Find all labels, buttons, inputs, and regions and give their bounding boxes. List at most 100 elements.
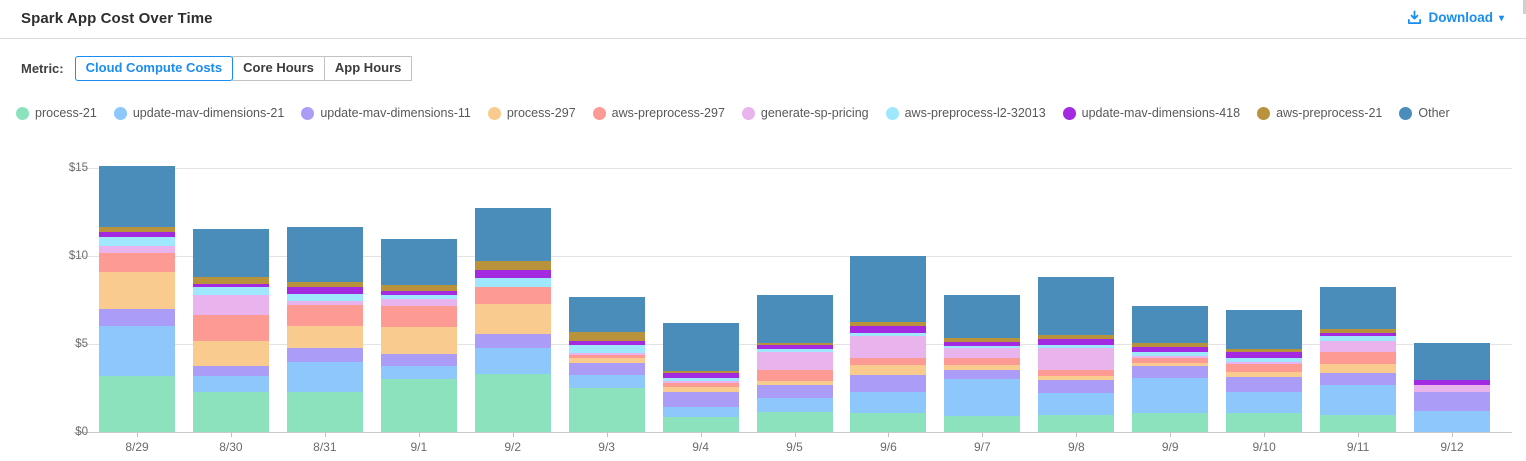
bar-segment-aws-preprocess-297[interactable] [99, 253, 175, 272]
bar-segment-generate-sp-pricing[interactable] [568, 352, 645, 355]
bar-segment-update-mav-dimensions-418[interactable] [944, 342, 1021, 346]
bar-segment-update-mav-dimensions-21[interactable] [944, 379, 1021, 417]
bar-segment-aws-preprocess-297[interactable] [1226, 364, 1303, 373]
bar-segment-other[interactable] [99, 166, 175, 228]
bar-segment-other[interactable] [192, 228, 269, 278]
bar-segment-aws-preprocess-l2-32013[interactable] [568, 344, 645, 353]
bar-segment-process-297[interactable] [192, 341, 269, 367]
bar-segment-aws-preprocess-297[interactable] [380, 306, 457, 328]
bar-segment-other[interactable] [1226, 309, 1303, 350]
bar-segment-aws-preprocess-21[interactable] [380, 285, 457, 292]
bar-segment-aws-preprocess-21[interactable] [1038, 335, 1115, 339]
bar-segment-process-297[interactable] [944, 365, 1021, 371]
bar-segment-other[interactable] [286, 227, 363, 282]
bar-segment-process-297[interactable] [1132, 363, 1209, 367]
bar-segment-update-mav-dimensions-21[interactable] [850, 392, 927, 413]
bar-segment-process-297[interactable] [662, 387, 739, 392]
bar-segment-process-21[interactable] [756, 411, 833, 432]
legend-item-aws-preprocess-297[interactable]: aws-preprocess-297 [592, 106, 725, 120]
legend-item-aws-preprocess-l2-32013[interactable]: aws-preprocess-l2-32013 [885, 106, 1046, 120]
bar-segment-aws-preprocess-21[interactable] [192, 277, 269, 285]
bar-segment-process-297[interactable] [1038, 375, 1115, 381]
bar-segment-other[interactable] [380, 239, 457, 286]
bar-segment-process-21[interactable] [850, 412, 927, 432]
bar-segment-update-mav-dimensions-11[interactable] [944, 370, 1021, 380]
bar-segment-update-mav-dimensions-11[interactable] [1414, 392, 1490, 411]
bar-segment-process-297[interactable] [756, 380, 833, 385]
bar-segment-update-mav-dimensions-11[interactable] [662, 391, 739, 407]
bar-segment-aws-preprocess-297[interactable] [286, 305, 363, 327]
bar-segment-aws-preprocess-l2-32013[interactable] [944, 345, 1021, 349]
bar-segment-process-21[interactable] [1226, 412, 1303, 432]
bar-segment-generate-sp-pricing[interactable] [1132, 355, 1209, 359]
legend-item-other[interactable]: Other [1399, 106, 1450, 120]
bar-segment-update-mav-dimensions-418[interactable] [1132, 346, 1209, 352]
bar-segment-process-21[interactable] [1320, 415, 1397, 432]
bar-segment-other[interactable] [1414, 343, 1490, 381]
bar-segment-other[interactable] [850, 256, 927, 323]
bar-segment-process-297[interactable] [1226, 372, 1303, 378]
bar-segment-process-297[interactable] [850, 365, 927, 375]
bar-segment-aws-preprocess-21[interactable] [850, 322, 927, 326]
bar-segment-aws-preprocess-21[interactable] [1320, 329, 1397, 333]
bar-segment-generate-sp-pricing[interactable] [192, 294, 269, 316]
bar-segment-process-297[interactable] [286, 326, 363, 348]
bar-segment-update-mav-dimensions-21[interactable] [1320, 385, 1397, 416]
bar-segment-aws-preprocess-297[interactable] [1038, 370, 1115, 376]
bar-segment-aws-preprocess-297[interactable] [568, 354, 645, 359]
bar-segment-update-mav-dimensions-21[interactable] [756, 397, 833, 412]
bar-segment-update-mav-dimensions-21[interactable] [99, 326, 175, 376]
bar-segment-aws-preprocess-21[interactable] [1132, 343, 1209, 347]
bar-segment-aws-preprocess-297[interactable] [850, 358, 927, 366]
bar-segment-update-mav-dimensions-418[interactable] [1226, 351, 1303, 359]
legend-item-update-mav-dimensions-418[interactable]: update-mav-dimensions-418 [1062, 106, 1240, 120]
bar-segment-update-mav-dimensions-418[interactable] [192, 284, 269, 287]
bar-segment-aws-preprocess-297[interactable] [1132, 358, 1209, 364]
bar-segment-update-mav-dimensions-21[interactable] [192, 375, 269, 392]
bar-segment-aws-preprocess-l2-32013[interactable] [1132, 351, 1209, 356]
bar-segment-aws-preprocess-l2-32013[interactable] [286, 293, 363, 301]
bar-segment-update-mav-dimensions-418[interactable] [1038, 338, 1115, 345]
bar-segment-process-297[interactable] [380, 327, 457, 354]
bar-segment-update-mav-dimensions-11[interactable] [192, 366, 269, 376]
bar-segment-generate-sp-pricing[interactable] [1320, 340, 1397, 352]
legend-item-process-21[interactable]: process-21 [16, 106, 97, 120]
bar-segment-update-mav-dimensions-11[interactable] [850, 374, 927, 393]
bar-segment-update-mav-dimensions-11[interactable] [756, 384, 833, 398]
bar-segment-process-21[interactable] [380, 379, 457, 432]
bar-segment-update-mav-dimensions-11[interactable] [286, 347, 363, 362]
tab-cloud-compute-costs[interactable]: Cloud Compute Costs [74, 56, 234, 81]
bar-segment-update-mav-dimensions-418[interactable] [99, 232, 175, 237]
legend-item-update-mav-dimensions-21[interactable]: update-mav-dimensions-21 [113, 106, 284, 120]
legend-item-aws-preprocess-21[interactable]: aws-preprocess-21 [1257, 106, 1382, 120]
bar-segment-process-297[interactable] [1320, 364, 1397, 374]
bar-segment-update-mav-dimensions-418[interactable] [1320, 332, 1397, 337]
bar-segment-update-mav-dimensions-21[interactable] [1226, 391, 1303, 413]
bar-segment-process-297[interactable] [568, 358, 645, 363]
bar-segment-process-21[interactable] [192, 391, 269, 432]
bar-segment-aws-preprocess-297[interactable] [662, 382, 739, 388]
bar-segment-process-21[interactable] [474, 373, 551, 432]
bar-segment-update-mav-dimensions-21[interactable] [662, 406, 739, 418]
bar-segment-update-mav-dimensions-11[interactable] [380, 353, 457, 367]
bar-segment-update-mav-dimensions-418[interactable] [662, 373, 739, 379]
bar-segment-aws-preprocess-l2-32013[interactable] [850, 332, 927, 337]
bar-segment-aws-preprocess-21[interactable] [568, 331, 645, 342]
bar-segment-update-mav-dimensions-11[interactable] [1320, 373, 1397, 386]
bar-segment-aws-preprocess-21[interactable] [944, 337, 1021, 343]
bar-segment-generate-sp-pricing[interactable] [1414, 385, 1490, 393]
bar-segment-other[interactable] [944, 294, 1021, 338]
bar-segment-update-mav-dimensions-11[interactable] [568, 362, 645, 375]
bar-segment-update-mav-dimensions-11[interactable] [474, 334, 551, 348]
bar-segment-process-21[interactable] [1038, 415, 1115, 432]
bar-segment-aws-preprocess-297[interactable] [944, 358, 1021, 366]
bar-segment-update-mav-dimensions-418[interactable] [1414, 380, 1490, 386]
bar-segment-other[interactable] [1320, 286, 1397, 330]
bar-segment-other[interactable] [474, 207, 551, 262]
bar-segment-update-mav-dimensions-21[interactable] [1414, 410, 1490, 432]
bar-segment-other[interactable] [662, 322, 739, 371]
bar-segment-generate-sp-pricing[interactable] [1226, 361, 1303, 365]
bar-segment-update-mav-dimensions-418[interactable] [568, 341, 645, 345]
bar-segment-aws-preprocess-21[interactable] [286, 281, 363, 287]
legend-item-process-297[interactable]: process-297 [487, 106, 576, 120]
